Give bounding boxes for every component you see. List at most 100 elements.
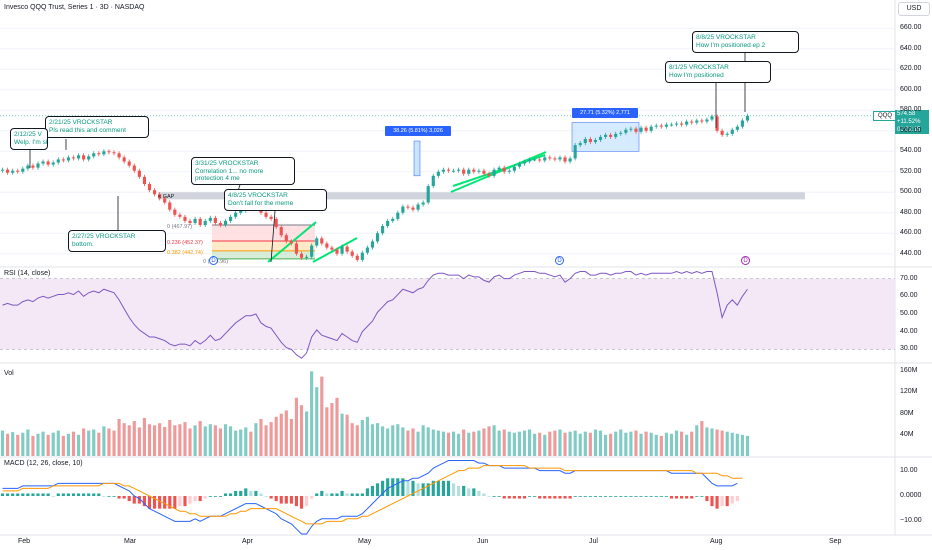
candle-body	[294, 243, 299, 254]
macd-histogram-bar	[208, 496, 212, 497]
candle-body	[381, 226, 385, 234]
currency-selector[interactable]: USD	[898, 2, 930, 16]
volume-bar	[690, 431, 694, 456]
dividend-icon[interactable]: D	[209, 256, 218, 265]
macd-histogram-bar	[644, 496, 648, 497]
volume-bar	[730, 432, 734, 456]
candle-body	[107, 151, 111, 153]
macd-histogram-bar	[730, 496, 734, 504]
callout-line: 8/8/25 VROCKSTAR	[696, 34, 756, 41]
volume-label[interactable]: Vol	[4, 370, 14, 377]
callout-2-27[interactable]: 2/27/25 VROCKSTAR bottom.	[68, 230, 166, 252]
macd-histogram-bar	[56, 493, 60, 496]
candle-body	[492, 169, 496, 176]
macd-axis-tick: 10.00	[900, 466, 918, 474]
macd-histogram-bar	[710, 496, 714, 507]
volume-bar	[659, 435, 663, 456]
volume-bar	[21, 432, 25, 456]
callout-2-12[interactable]: 2/12/25 V Welp. I'm short.	[10, 128, 48, 150]
callout-line: 8/1/25 VROCKSTAR	[669, 64, 729, 71]
volume-bar	[457, 433, 461, 456]
candle-body	[178, 214, 182, 217]
volume-bar	[391, 425, 395, 456]
time-axis-label: Apr	[242, 538, 253, 545]
candle-body	[538, 159, 542, 161]
macd-histogram-bar	[259, 493, 263, 496]
volume-bar	[710, 428, 714, 456]
macd-histogram-bar	[92, 493, 96, 496]
price-axis-tick: 440.00	[900, 249, 922, 257]
macd-histogram-bar	[664, 496, 668, 497]
callout-8-1[interactable]: 8/1/25 VROCKSTAR How I'm positioned	[665, 61, 771, 83]
macd-histogram-bar	[431, 480, 435, 496]
macd-histogram-bar	[659, 496, 663, 497]
macd-histogram-bar	[350, 493, 354, 496]
volume-bar	[431, 429, 435, 456]
callout-4-8[interactable]: 4/8/25 VROCKSTAR Don't fall for the meme	[224, 189, 327, 211]
macd-axis-tick: 0.0000	[900, 492, 922, 499]
volume-bar	[188, 428, 192, 456]
macd-histogram-bar	[416, 483, 420, 496]
candle-body	[735, 126, 739, 130]
macd-histogram-bar	[604, 496, 608, 497]
fib-zone-orange	[212, 241, 315, 251]
candle-body	[274, 218, 278, 228]
fib-level-236: 0.236 (452.37)	[167, 240, 203, 246]
volume-bar	[31, 435, 35, 456]
macd-histogram-bar	[548, 496, 552, 499]
callout-3-31[interactable]: 3/31/25 VROCKSTAR Correlation 1... no mo…	[191, 157, 295, 185]
macd-histogram-bar	[152, 496, 157, 509]
candle-body	[218, 222, 223, 226]
macd-histogram-bar	[482, 493, 486, 496]
candle-body	[56, 159, 60, 163]
signal-line	[2, 465, 743, 525]
macd-histogram-bar	[680, 496, 684, 499]
candle-body	[0, 169, 5, 171]
macd-histogram-bar	[325, 493, 329, 496]
volume-bar	[122, 423, 126, 456]
macd-histogram-bar	[26, 493, 30, 496]
volume-bar	[315, 387, 319, 456]
price-axis-tick: 480.00	[900, 208, 922, 216]
event-icon[interactable]: D	[741, 256, 750, 265]
time-axis-label: Feb	[18, 538, 31, 545]
dividend-icon[interactable]: D	[555, 256, 564, 265]
macd-histogram-bar	[421, 483, 425, 496]
volume-bar	[66, 433, 70, 456]
candle-body	[533, 159, 537, 161]
candle-body	[558, 157, 562, 160]
volume-bar	[527, 429, 532, 456]
volume-bar	[649, 432, 653, 456]
macd-histogram-bar	[695, 496, 699, 497]
macd-histogram-bar	[674, 496, 679, 499]
candle-body	[639, 127, 643, 132]
symbol-title[interactable]: Invesco QQQ Trust, Series 1 · 3D · NASDA…	[4, 4, 145, 11]
candle-body	[102, 151, 106, 155]
callout-line: How I'm positioned	[669, 71, 724, 79]
volume-bar	[198, 421, 202, 456]
rsi-axis-tick: 70.00	[900, 274, 918, 282]
macd-label[interactable]: MACD (12, 26, close, 10)	[4, 460, 83, 467]
callout-line: 2/21/25 VROCKSTAR	[49, 119, 113, 126]
volume-bar	[629, 431, 633, 456]
macd-histogram-bar	[335, 493, 339, 496]
candle-body	[517, 163, 521, 167]
candle-body	[97, 153, 101, 155]
callout-8-8[interactable]: 8/8/25 VROCKSTAR How I'm positioned ep 2	[692, 31, 799, 53]
measure-tag-2[interactable]: 27.71 (5.32%) 2,771	[572, 108, 638, 118]
macd-histogram-bar	[31, 493, 35, 496]
measure-tag-1[interactable]: 38.26 (5.81%) 3,026	[385, 126, 451, 136]
rsi-label[interactable]: RSI (14, close)	[4, 270, 51, 277]
callout-2-21[interactable]: 2/21/25 VROCKSTAR Pls read this and comm…	[45, 116, 149, 138]
macd-histogram-bar	[11, 493, 15, 496]
candle-body	[325, 243, 329, 248]
candle-body	[6, 169, 10, 173]
candle-body	[527, 159, 532, 162]
macd-histogram-bar	[588, 496, 592, 497]
macd-histogram-bar	[188, 496, 192, 504]
macd-histogram-bar	[365, 488, 369, 496]
volume-bar	[472, 431, 476, 456]
volume-bar	[563, 432, 567, 456]
